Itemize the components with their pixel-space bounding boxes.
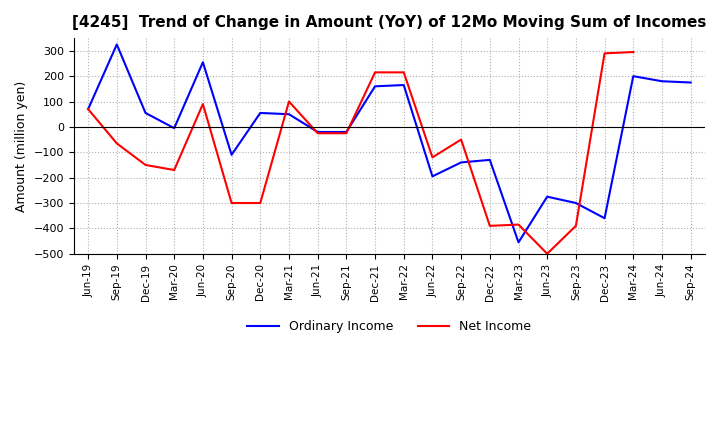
- Ordinary Income: [485, 157, 494, 162]
- Ordinary Income: [313, 129, 322, 135]
- Net Income: [543, 251, 552, 257]
- Ordinary Income: [112, 42, 121, 47]
- Ordinary Income: [228, 152, 236, 158]
- Ordinary Income: [400, 82, 408, 88]
- Ordinary Income: [371, 84, 379, 89]
- Net Income: [371, 70, 379, 75]
- Net Income: [428, 155, 437, 160]
- Ordinary Income: [456, 160, 465, 165]
- Net Income: [456, 137, 465, 142]
- Legend: Ordinary Income, Net Income: Ordinary Income, Net Income: [243, 315, 536, 338]
- Ordinary Income: [141, 110, 150, 116]
- Net Income: [514, 222, 523, 227]
- Line: Net Income: Net Income: [88, 52, 634, 254]
- Net Income: [170, 167, 179, 172]
- Net Income: [84, 106, 92, 112]
- Net Income: [256, 200, 264, 205]
- Net Income: [313, 131, 322, 136]
- Net Income: [199, 102, 207, 107]
- Y-axis label: Amount (million yen): Amount (million yen): [15, 81, 28, 212]
- Net Income: [485, 223, 494, 228]
- Line: Ordinary Income: Ordinary Income: [88, 44, 690, 242]
- Net Income: [112, 141, 121, 146]
- Net Income: [400, 70, 408, 75]
- Ordinary Income: [342, 129, 351, 135]
- Net Income: [629, 49, 638, 55]
- Ordinary Income: [572, 200, 580, 205]
- Ordinary Income: [543, 194, 552, 199]
- Ordinary Income: [428, 174, 437, 179]
- Net Income: [342, 131, 351, 136]
- Net Income: [600, 51, 609, 56]
- Net Income: [141, 162, 150, 168]
- Title: [4245]  Trend of Change in Amount (YoY) of 12Mo Moving Sum of Incomes: [4245] Trend of Change in Amount (YoY) o…: [72, 15, 706, 30]
- Net Income: [284, 99, 293, 104]
- Ordinary Income: [514, 240, 523, 245]
- Ordinary Income: [256, 110, 264, 116]
- Ordinary Income: [600, 216, 609, 221]
- Ordinary Income: [657, 79, 666, 84]
- Ordinary Income: [199, 59, 207, 65]
- Ordinary Income: [284, 112, 293, 117]
- Ordinary Income: [629, 73, 638, 79]
- Net Income: [572, 223, 580, 228]
- Ordinary Income: [170, 125, 179, 131]
- Net Income: [228, 200, 236, 205]
- Ordinary Income: [686, 80, 695, 85]
- Ordinary Income: [84, 106, 92, 112]
